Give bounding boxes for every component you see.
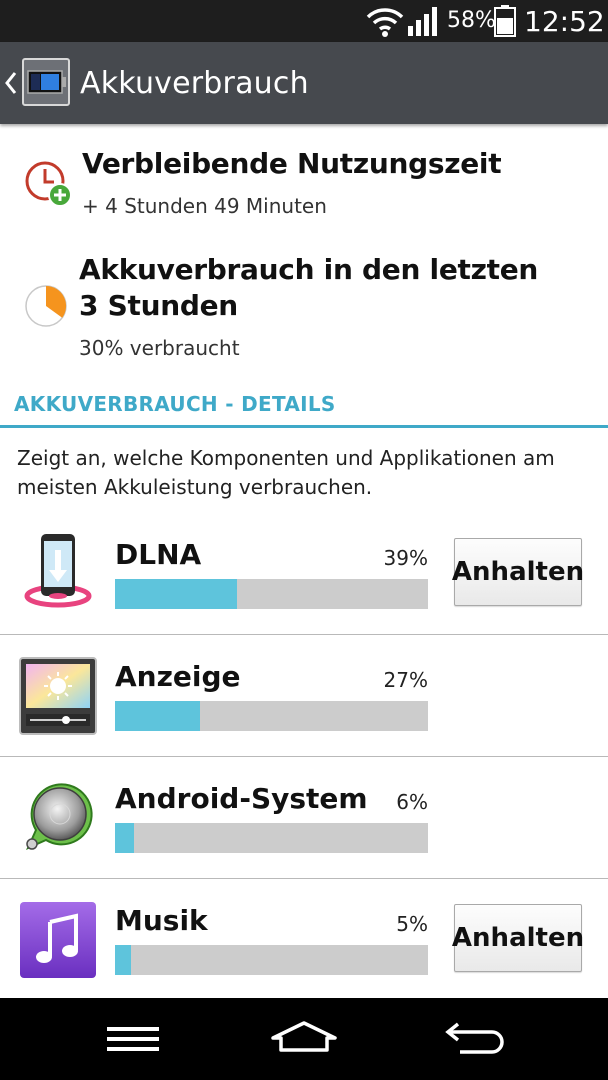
navigation-bar [0,998,608,1080]
android-system-icon [26,783,93,850]
clock: 12:52 [524,5,605,38]
remaining-time-value: + 4 Stunden 49 Minuten [82,194,327,218]
battery-icon [494,5,516,37]
app-percent: 6% [396,790,428,814]
back-icon[interactable] [430,1016,520,1062]
status-bar: 58% 12:52 [0,0,608,42]
usage-bar [115,579,428,609]
app-percent: 39% [383,546,428,570]
usage-bar-fill [115,945,131,975]
recent-usage-value: 30% verbraucht [79,336,240,360]
page-title: Akkuverbrauch [80,66,309,101]
details-header: AKKUVERBRAUCH - DETAILS [14,392,336,416]
app-percent: 27% [383,668,428,692]
app-item-dlna[interactable]: DLNA 39% Anhalten [0,512,608,635]
remaining-time-title: Verbleibende Nutzungszeit [82,147,502,180]
app-name: Musik [115,904,208,937]
menu-icon[interactable] [88,1016,178,1062]
app-name: DLNA [115,538,202,571]
stop-button[interactable]: Anhalten [452,904,584,972]
usage-bar [115,945,428,975]
recent-usage-row: Akkuverbrauch in den letzten 3 Stunden 3… [0,252,608,370]
home-icon[interactable] [259,1016,349,1062]
usage-bar [115,823,428,853]
app-item-android-system[interactable]: Android-System 6% [0,756,608,879]
pie-usage-icon [25,285,67,327]
app-name: Anzeige [115,660,241,693]
music-note-icon [20,902,96,978]
back-chevron-icon[interactable] [4,70,18,96]
app-item-music[interactable]: Musik 5% Anhalten [0,878,608,1000]
wifi-icon [366,8,404,37]
app-percent: 5% [396,912,428,936]
usage-bar-fill [115,823,134,853]
stop-button[interactable]: Anhalten [452,538,584,606]
recent-usage-title: Akkuverbrauch in den letzten 3 Stunden [79,253,539,322]
clock-plus-icon [25,161,72,207]
usage-bar-fill [115,701,200,731]
usage-bar [115,701,428,731]
app-item-display[interactable]: Anzeige 27% [0,634,608,757]
details-description: Zeigt an, welche Komponenten und Applika… [17,446,555,499]
usage-bar-fill [115,579,238,609]
app-name: Android-System [115,782,368,815]
action-bar: Akkuverbrauch [0,42,608,124]
battery-percent: 58% [447,8,496,33]
dlna-phone-icon [24,534,92,608]
signal-icon [408,7,437,36]
section-divider [0,425,608,428]
battery-app-icon[interactable] [22,58,70,106]
display-brightness-icon [19,657,97,735]
remaining-time-row: Verbleibende Nutzungszeit + 4 Stunden 49… [0,140,608,232]
